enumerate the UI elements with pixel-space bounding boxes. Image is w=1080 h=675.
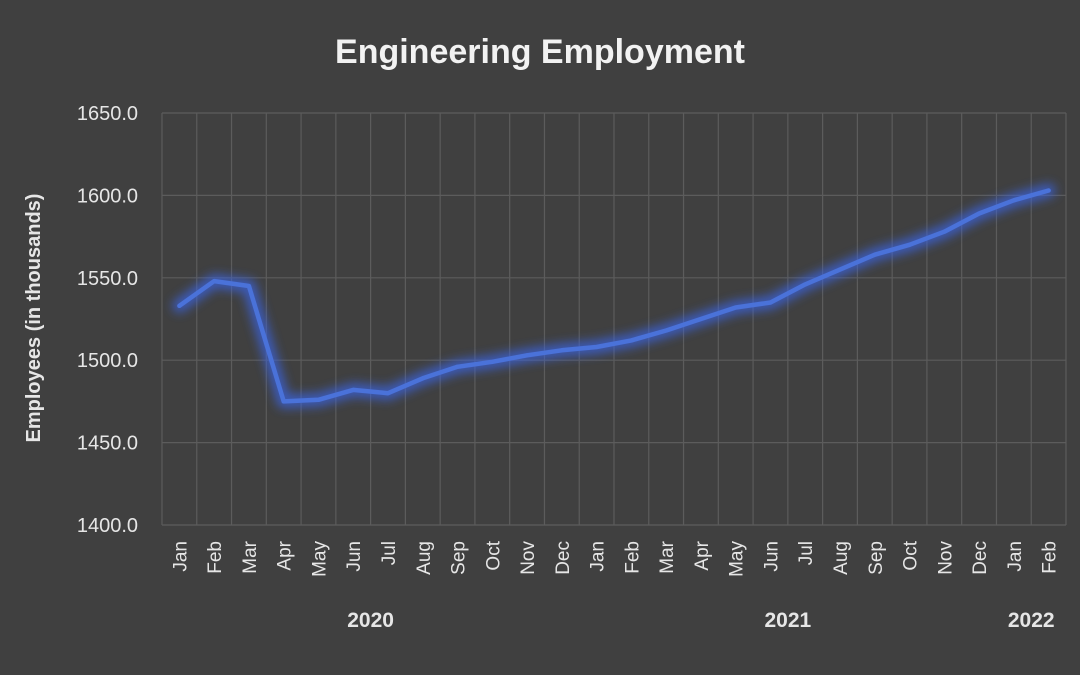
x-tick-label: Sep <box>866 541 887 575</box>
data-point <box>977 211 982 216</box>
x-tick-label: Feb <box>1040 541 1061 574</box>
x-tick-label: Dec <box>553 541 574 575</box>
x-tick-label: Sep <box>449 541 470 575</box>
y-tick-label: 1400.0 <box>77 515 138 537</box>
x-tick-label: Nov <box>935 541 956 575</box>
x-tick-label: Aug <box>414 541 435 575</box>
x-tick-label: Mar <box>240 540 261 573</box>
chart-title: Engineering Employment <box>335 33 745 71</box>
data-point <box>246 284 251 289</box>
data-point <box>212 279 217 284</box>
x-tick-label: Oct <box>901 540 922 570</box>
x-tick-label: Jun <box>344 541 365 572</box>
y-tick-label: 1600.0 <box>77 185 138 207</box>
data-point <box>872 252 877 257</box>
data-point <box>907 242 912 247</box>
x-axis-ticks: Jan Feb Mar Apr May Jun Jul Aug Sep Oct Nov Dec Jan F… <box>170 540 1060 577</box>
data-point <box>942 229 947 234</box>
x-tick-label: Apr <box>275 540 296 570</box>
x-tick-label: Jul <box>796 541 817 565</box>
x-tick-label: Oct <box>483 540 504 570</box>
x-tick-label: May <box>727 541 748 577</box>
data-point <box>316 397 321 402</box>
x-tick-label: Feb <box>205 541 226 574</box>
data-point <box>177 303 182 308</box>
x-tick-label: May <box>309 541 330 577</box>
x-tick-label: Feb <box>622 541 643 574</box>
x-tick-label: Jul <box>379 541 400 565</box>
data-point <box>629 338 634 343</box>
year-label: 2020 <box>347 609 394 632</box>
x-tick-label: Mar <box>657 540 678 573</box>
series-line <box>177 188 1051 404</box>
data-point <box>768 300 773 305</box>
data-point <box>525 353 530 358</box>
data-point <box>455 364 460 369</box>
x-tick-label: Aug <box>831 541 852 575</box>
x-tick-label: Jan <box>1005 541 1026 572</box>
x-tick-label: Jun <box>761 541 782 572</box>
data-point <box>733 305 738 310</box>
y-tick-label: 1500.0 <box>77 350 138 372</box>
data-point <box>1011 198 1016 203</box>
data-point <box>420 376 425 381</box>
series-layer <box>172 183 1056 409</box>
data-point <box>594 345 599 350</box>
data-point <box>664 328 669 333</box>
y-axis-ticks: 1400.0 1450.0 1500.0 1550.0 1600.0 1650.0 <box>77 103 138 537</box>
x-tick-label: Nov <box>518 541 539 575</box>
data-point <box>559 348 564 353</box>
year-label: 2021 <box>764 609 811 632</box>
year-label: 2022 <box>1008 609 1055 632</box>
data-point <box>351 387 356 392</box>
x-tick-label: Apr <box>692 540 713 570</box>
grid-layer <box>161 112 1067 526</box>
data-point <box>281 399 286 404</box>
x-tick-label: Dec <box>970 541 991 575</box>
data-point <box>698 317 703 321</box>
x-tick-label: Jan <box>588 541 609 572</box>
y-tick-label: 1550.0 <box>77 268 138 290</box>
year-labels: 2020 2021 2022 <box>347 609 1054 632</box>
data-point <box>1046 188 1051 193</box>
data-point <box>490 359 495 364</box>
x-tick-label: Jan <box>170 541 191 572</box>
data-point <box>803 282 808 287</box>
data-point <box>386 391 390 396</box>
data-point <box>838 267 842 272</box>
y-axis-label: Employees (in thousands) <box>23 194 45 443</box>
y-tick-label: 1650.0 <box>77 103 138 125</box>
y-tick-label: 1450.0 <box>77 433 138 455</box>
